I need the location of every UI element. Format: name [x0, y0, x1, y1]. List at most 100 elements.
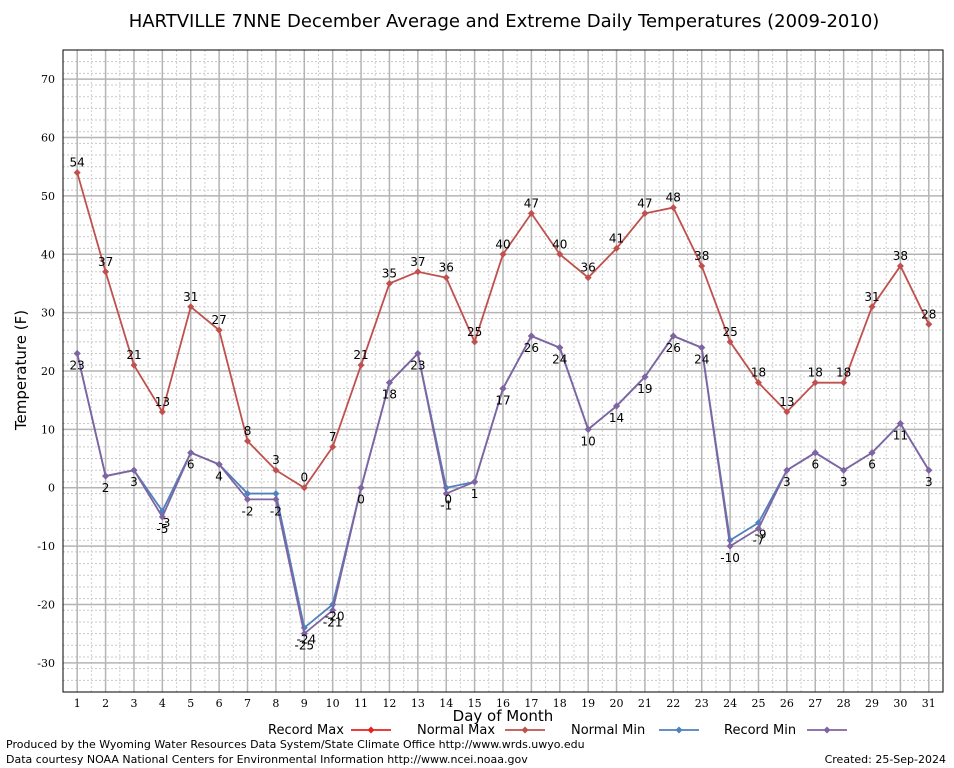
data-point [414, 349, 422, 357]
y-tick-label: -30 [37, 657, 55, 670]
footer-produced-by: Produced by the Wyoming Water Resources … [6, 738, 585, 751]
data-label-max: 48 [666, 191, 681, 205]
data-label-max: 47 [637, 196, 652, 210]
data-point [357, 361, 365, 369]
data-point [158, 507, 166, 515]
data-point [925, 320, 933, 328]
data-label-min: 3 [783, 475, 791, 489]
data-point [73, 349, 81, 357]
x-tick-label: 30 [893, 697, 907, 710]
x-tick-label: 8 [272, 697, 279, 710]
x-tick-label: 20 [610, 697, 624, 710]
data-point [840, 466, 848, 474]
x-tick-label: 25 [751, 697, 765, 710]
data-label-max: 31 [183, 290, 198, 304]
data-label-max: 18 [836, 366, 851, 380]
data-point [783, 408, 791, 416]
x-tick-label: 5 [187, 697, 194, 710]
data-label-min: 19 [637, 382, 652, 396]
data-point [584, 425, 592, 433]
y-tick-label: 50 [41, 190, 55, 203]
data-point [556, 344, 564, 352]
x-tick-label: 15 [468, 697, 482, 710]
x-tick-label: 18 [553, 697, 567, 710]
data-label-min: 6 [811, 458, 819, 472]
data-label-max: 36 [581, 261, 596, 275]
x-tick-label: 11 [354, 697, 368, 710]
legend-swatch-marker [367, 726, 375, 734]
x-tick-label: 9 [301, 697, 308, 710]
data-point [811, 449, 819, 457]
x-tick-label: 31 [922, 697, 936, 710]
data-point [783, 466, 791, 474]
data-label-min: 24 [552, 353, 567, 367]
x-tick-label: 14 [439, 697, 453, 710]
legend-swatch-marker [521, 726, 529, 734]
footer-created-date: Created: 25-Sep-2024 [824, 753, 946, 766]
data-label-max: 0 [300, 471, 308, 485]
legend-label: Record Min [724, 723, 796, 738]
data-point [442, 490, 450, 498]
data-label-min: -21 [323, 615, 343, 629]
data-point [556, 250, 564, 258]
x-tick-label: 27 [808, 697, 822, 710]
plot-frame [62, 49, 944, 693]
data-label-extra: -3 [158, 516, 170, 530]
data-label-max: 3 [272, 453, 280, 467]
data-label-min: 3 [130, 475, 138, 489]
data-label-min: -25 [294, 639, 314, 653]
data-label-min: 6 [868, 458, 876, 472]
data-point [868, 449, 876, 457]
data-label-max: 8 [244, 424, 252, 438]
data-point [442, 274, 450, 282]
data-point [726, 338, 734, 346]
data-point [584, 274, 592, 282]
data-point [244, 490, 252, 498]
data-point [527, 209, 535, 217]
x-tick-label: 6 [216, 697, 223, 710]
data-label-extra: -9 [754, 528, 766, 542]
x-tick-label: 23 [695, 697, 709, 710]
data-point [102, 472, 110, 480]
data-label-max: 27 [211, 313, 226, 327]
data-label-min: 10 [581, 434, 596, 448]
data-point [329, 606, 337, 614]
chart-title: HARTVILLE 7NNE December Average and Extr… [129, 11, 880, 32]
y-tick-label: 10 [41, 423, 55, 436]
x-tick-label: 4 [159, 697, 166, 710]
data-label-min: 24 [694, 353, 709, 367]
data-point [641, 373, 649, 381]
data-point [868, 303, 876, 311]
data-label-min: 23 [410, 358, 425, 372]
data-point [272, 490, 280, 498]
data-label-min: -2 [242, 504, 254, 518]
data-point [300, 630, 308, 638]
data-label-min: 14 [609, 411, 624, 425]
data-label-max: 21 [353, 348, 368, 362]
data-label-max: 54 [70, 156, 85, 170]
data-point [698, 344, 706, 352]
data-label-max: 36 [439, 261, 454, 275]
data-point [385, 279, 393, 287]
data-point [669, 332, 677, 340]
legend-label: Record Max [268, 723, 344, 738]
legend-label: Normal Max [417, 723, 495, 738]
data-label-max: 7 [329, 430, 337, 444]
data-point [840, 379, 848, 387]
data-label-min: -5 [156, 522, 168, 536]
data-label-max: 47 [524, 196, 539, 210]
data-point [385, 379, 393, 387]
data-point [811, 379, 819, 387]
data-label-max: 28 [921, 307, 936, 321]
x-tick-label: 16 [496, 697, 510, 710]
y-tick-label: 0 [48, 482, 55, 495]
data-label-max: 25 [467, 325, 482, 339]
data-label-min: -1 [440, 499, 452, 513]
data-point [754, 525, 762, 533]
data-label-extra: -20 [325, 609, 345, 623]
x-tick-label: 17 [524, 697, 538, 710]
x-tick-label: 21 [638, 697, 652, 710]
data-label-max: 18 [751, 366, 766, 380]
data-point [73, 169, 81, 177]
